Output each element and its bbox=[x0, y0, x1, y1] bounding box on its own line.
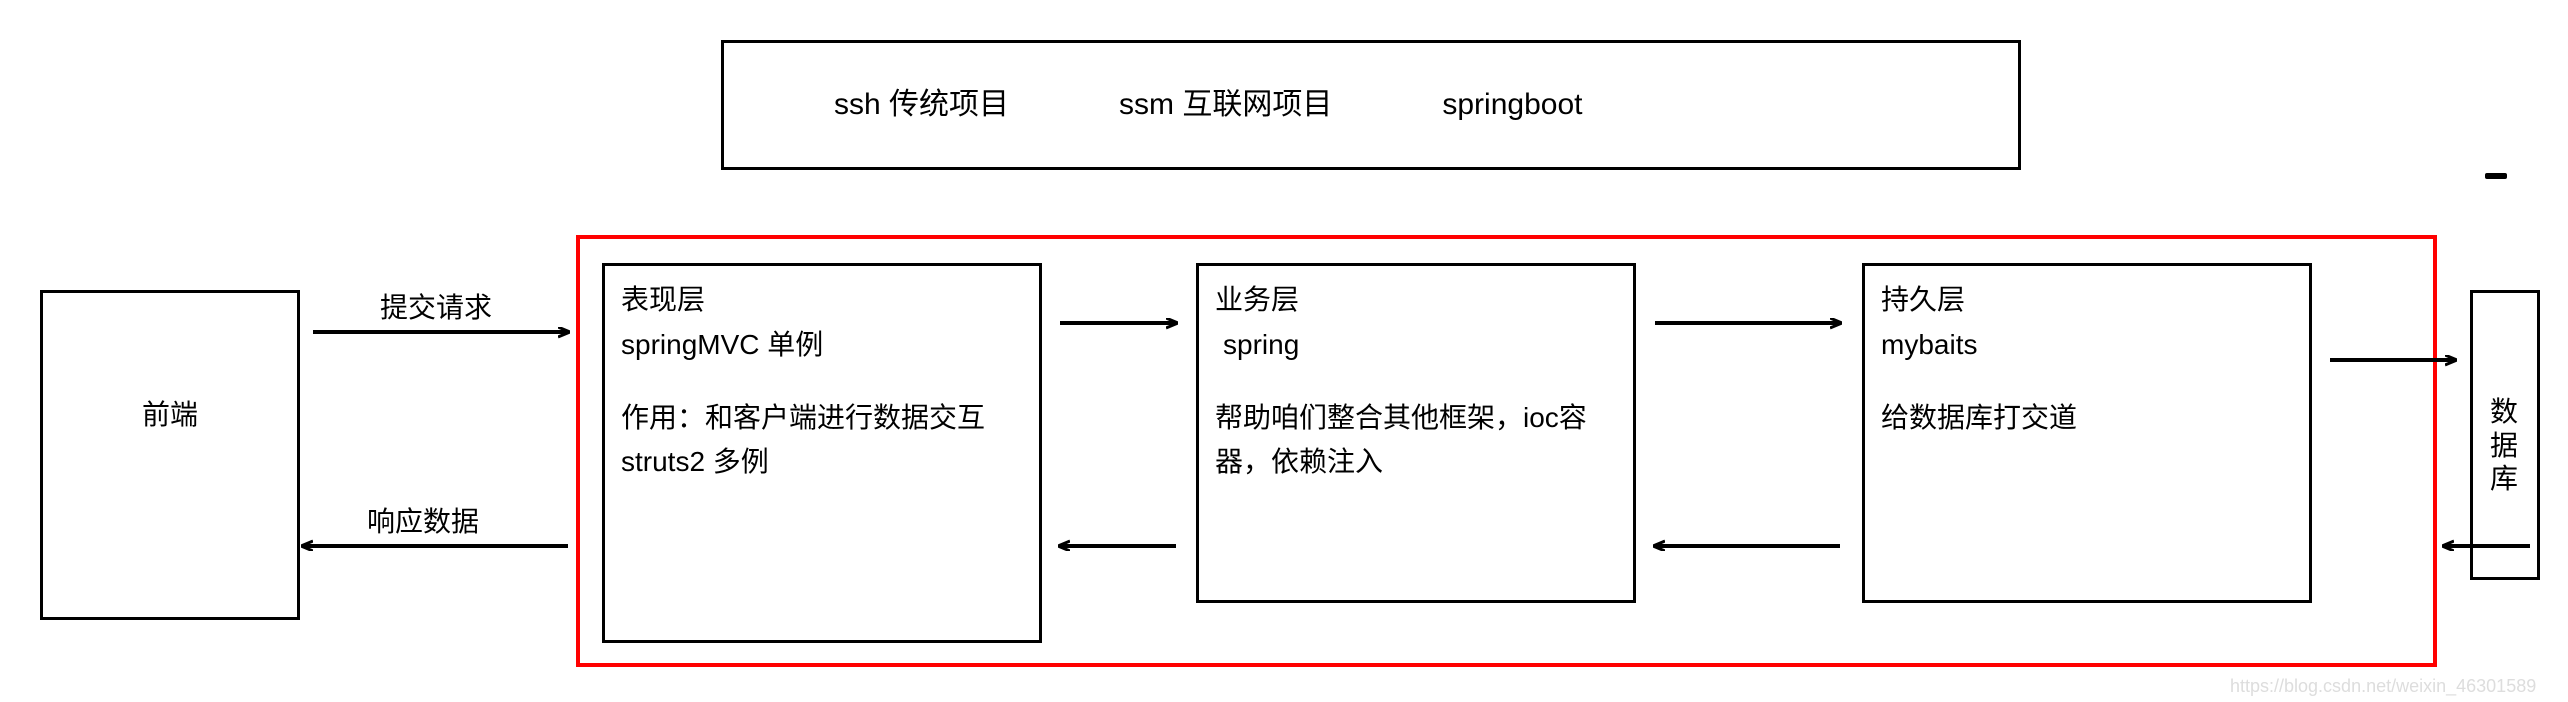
stray-dash-mark bbox=[2485, 173, 2507, 179]
watermark-text: https://blog.csdn.net/weixin_46301589 bbox=[2230, 676, 2536, 697]
arrows-layer bbox=[0, 0, 2568, 702]
